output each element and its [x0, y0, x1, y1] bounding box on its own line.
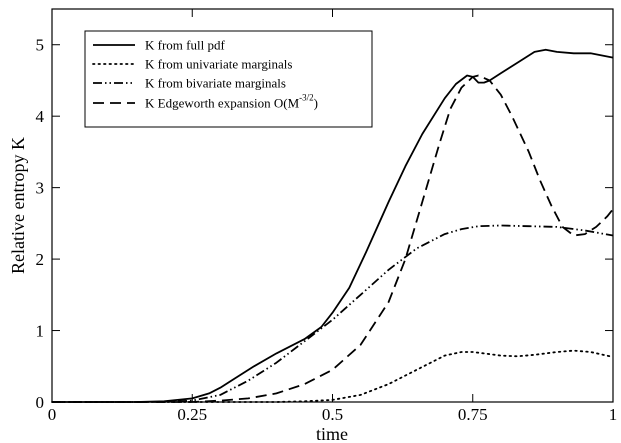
x-axis-label: time: [316, 424, 348, 443]
x-tick-label: 0: [48, 405, 57, 424]
y-tick-label: 0: [36, 393, 45, 412]
series-line-bivariate: [52, 224, 614, 403]
x-tick-label: 0.5: [322, 405, 343, 424]
x-tick-label: 0.25: [177, 405, 207, 424]
legend-label-edgeworth-exponent: -3/2: [299, 93, 314, 103]
legend: K from full pdf K from univariate margin…: [84, 30, 373, 128]
legend-label-edgeworth: K Edgeworth expansion O(M-3/2): [145, 93, 318, 111]
y-axis-label: Relative entropy K: [8, 137, 28, 274]
y-tick-label: 2: [36, 250, 45, 269]
y-tick-label: 5: [36, 36, 45, 55]
series-line-edgeworth: [52, 74, 614, 403]
legend-box: [84, 30, 373, 128]
y-tick-label: 4: [36, 107, 45, 126]
series-layer: [51, 48, 614, 403]
series-line-univariate: [51, 349, 614, 403]
axis-ticks: [51, 9, 614, 403]
x-tick-labels: 0 0.25 0.5 0.75 1: [48, 405, 618, 424]
legend-label-edgeworth-main: K Edgeworth expansion O(M: [145, 96, 300, 111]
legend-label-edgeworth-close: ): [314, 96, 318, 111]
legend-label-full-pdf: K from full pdf: [145, 38, 225, 53]
y-tick-label: 3: [36, 179, 45, 198]
x-tick-label: 0.75: [458, 405, 488, 424]
series-line-full-pdf: [52, 48, 614, 403]
y-tick-labels: 0 1 2 3 4 5: [36, 36, 45, 412]
legend-label-univariate: K from univariate marginals: [145, 57, 292, 72]
legend-label-bivariate: K from bivariate marginals: [145, 76, 286, 91]
x-tick-label: 1: [609, 405, 618, 424]
y-tick-label: 1: [36, 322, 45, 341]
